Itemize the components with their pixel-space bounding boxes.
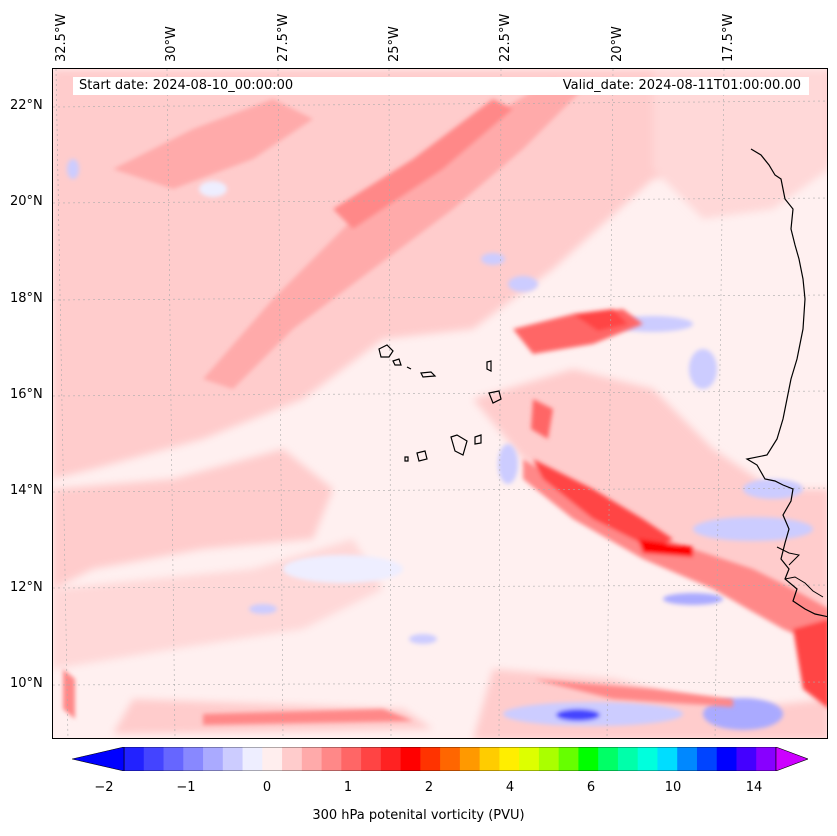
cape-verde-islands [378, 344, 502, 462]
colorbar-segment [538, 747, 560, 771]
pv-low-positive-regions [53, 69, 827, 738]
colorbar-segment [282, 747, 303, 771]
lat-label: 10°N [10, 676, 43, 691]
colorbar-segment [558, 747, 579, 771]
lon-label: 20°W [610, 26, 625, 62]
colorbar-segment [459, 747, 481, 771]
colorbar-segment [657, 747, 678, 771]
lat-label: 14°N [10, 483, 43, 498]
map-gridlines [53, 69, 827, 738]
colorbar-segment [361, 747, 382, 771]
colorbar-segment [696, 747, 718, 771]
africa-coastline [745, 148, 827, 618]
map-panel: Start date: 2024-08-10_00:00:00 Valid_da… [52, 68, 828, 739]
colorbar-tick: −1 [176, 780, 196, 795]
colorbar-segment [143, 747, 165, 771]
lat-label: 22°N [10, 98, 43, 113]
colorbar-segment [677, 747, 698, 771]
colorbar-segment [222, 747, 244, 771]
colorbar-segment [203, 747, 224, 771]
colorbar-segment [617, 747, 639, 771]
colorbar-segment [183, 747, 204, 771]
colorbar-tick: −2 [94, 780, 114, 795]
colorbar-segment [736, 747, 757, 771]
colorbar-tick: 2 [424, 780, 434, 795]
colorbar-segment [163, 747, 184, 771]
lon-label: 32.5°W [54, 13, 69, 62]
colorbar-segment [440, 747, 461, 771]
lon-label: 27.5°W [276, 13, 291, 62]
colorbar-tick: 10 [664, 780, 682, 795]
pv-negative-regions [67, 159, 813, 730]
colorbar-segment [400, 747, 421, 771]
colorbar-segment [578, 747, 599, 771]
colorbar-segment [637, 747, 658, 771]
colorbar-segment [519, 747, 540, 771]
colorbar-segment [380, 747, 402, 771]
lat-label: 12°N [10, 580, 43, 595]
lat-label: 16°N [10, 387, 43, 402]
valid-date-text: Valid_date: 2024-08-11T01:00:00.00 [562, 78, 801, 93]
lon-label: 17.5°W [721, 13, 736, 62]
colorbar-segment [420, 747, 441, 771]
pv-field [53, 69, 827, 738]
colorbar-segment [716, 747, 737, 771]
colorbar-segment [321, 747, 342, 771]
colorbar-segment [242, 747, 263, 771]
colorbar-min-arrow [72, 747, 125, 771]
colorbar-tick: 14 [745, 780, 763, 795]
lat-label: 20°N [10, 194, 43, 209]
colorbar-max-arrow [775, 747, 808, 771]
colorbar-tick: 0 [262, 780, 272, 795]
colorbar-segment [756, 747, 777, 771]
date-bar: Start date: 2024-08-10_00:00:00 Valid_da… [73, 77, 809, 95]
pv-high-positive-regions [63, 79, 827, 725]
colorbar-segment [262, 747, 283, 771]
colorbar-tick: 4 [505, 780, 515, 795]
lon-label: 30°W [164, 26, 179, 62]
colorbar-label: 300 hPa potenital vorticity (PVU) [312, 808, 525, 823]
colorbar-segment [341, 747, 362, 771]
colorbar-segment [499, 747, 520, 771]
colorbar-segment [301, 747, 323, 771]
colorbar-segment [598, 747, 619, 771]
colorbar-tick: 1 [343, 780, 353, 795]
colorbar-tick: 6 [586, 780, 596, 795]
start-date-text: Start date: 2024-08-10_00:00:00 [79, 78, 294, 93]
lon-label: 25°W [387, 26, 402, 62]
senegal-gambia-coast [776, 546, 824, 598]
colorbar [72, 747, 808, 771]
lon-label: 22.5°W [498, 13, 513, 62]
colorbar-segment [479, 747, 500, 771]
lat-label: 18°N [10, 291, 43, 306]
colorbar-segment [124, 747, 145, 771]
